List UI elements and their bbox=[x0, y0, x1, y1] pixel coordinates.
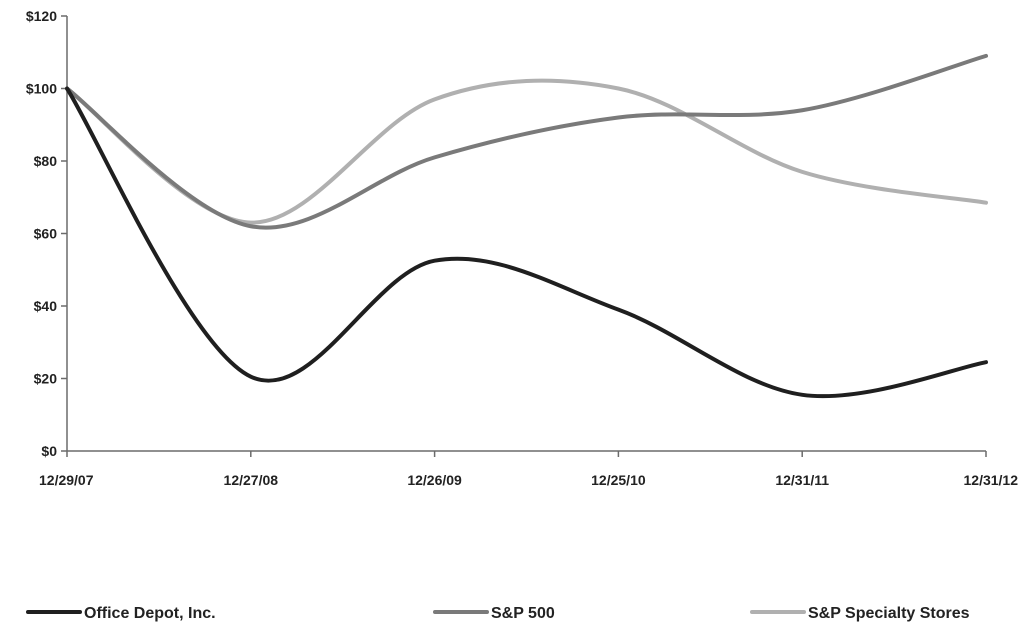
series-line-office-depot-inc bbox=[65, 86, 988, 399]
legend: Office Depot, Inc. S&P 500 S&P Specialty S… bbox=[26, 605, 970, 622]
x-axis-ticks: 12/29/07 12/27/08 12/26/09 12/25/10 12/31/11… bbox=[39, 451, 1018, 488]
x-tick-label: 12/25/10 bbox=[591, 472, 646, 488]
legend-label-s-p-500: S&P 500 bbox=[491, 605, 555, 622]
y-tick-label: $100 bbox=[26, 81, 57, 97]
x-tick-label: 12/27/08 bbox=[224, 472, 279, 488]
y-tick-label: $60 bbox=[34, 226, 58, 242]
series-line-s-p-specialty-stores bbox=[65, 78, 988, 225]
legend-label-office-depot-inc: Office Depot, Inc. bbox=[84, 605, 216, 622]
series-lines bbox=[65, 53, 988, 399]
x-tick-label: 12/29/07 bbox=[39, 472, 94, 488]
x-tick-label: 12/31/11 bbox=[775, 472, 829, 488]
y-tick-label: $40 bbox=[34, 298, 58, 314]
y-tick-label: $80 bbox=[34, 153, 58, 169]
y-tick-label: $120 bbox=[26, 8, 57, 24]
legend-label-s-p-specialty-stores: S&P Specialty Stores bbox=[808, 605, 970, 622]
y-axis-ticks: $0 $20 $40 $60 $80 $100 $120 bbox=[26, 8, 67, 459]
x-tick-label: 12/26/09 bbox=[407, 472, 462, 488]
y-tick-label: $20 bbox=[34, 371, 58, 387]
y-tick-label: $0 bbox=[41, 443, 57, 459]
x-tick-label: 12/31/12 bbox=[964, 472, 1019, 488]
series-line-s-p-500 bbox=[65, 53, 988, 230]
